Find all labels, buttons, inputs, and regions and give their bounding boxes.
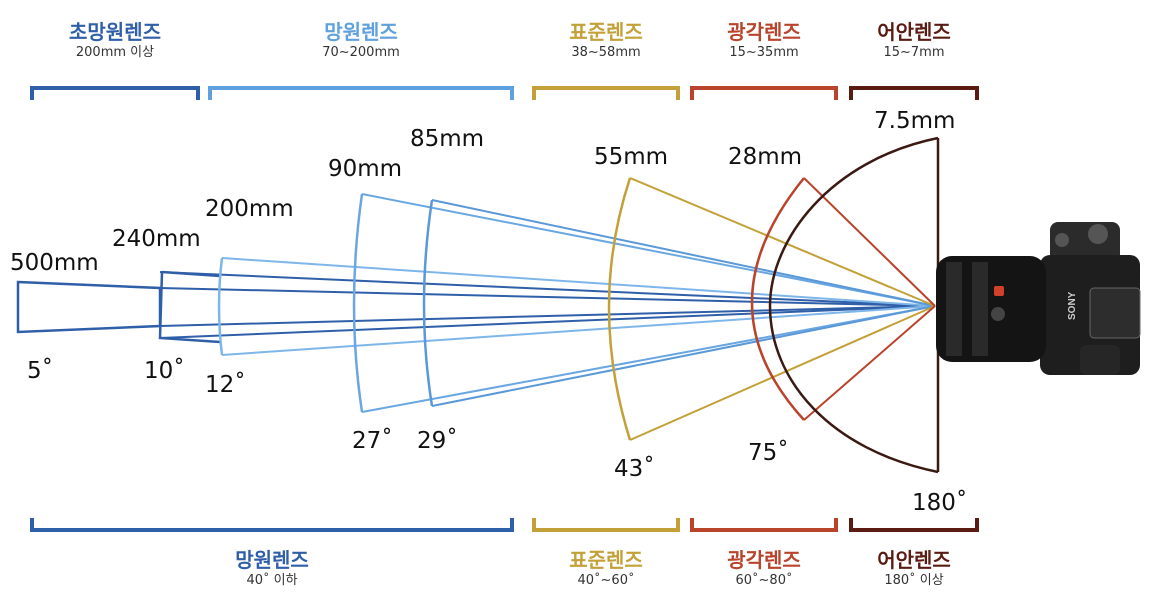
group-range: 60˚~80˚ — [735, 573, 793, 588]
focal-label-7-5mm: 7.5mm — [874, 108, 956, 134]
angle-label-10: 10˚ — [144, 358, 185, 384]
fov-28mm — [750, 177, 936, 421]
top-bracket-standard — [532, 86, 680, 100]
bottom-group-fisheye: 어안렌즈 180˚ 이상 — [849, 548, 979, 590]
group-name: 어안렌즈 — [877, 548, 951, 572]
group-range: 40˚ 이하 — [246, 573, 298, 588]
group-range: 180˚ 이상 — [884, 573, 944, 588]
focal-label-500mm: 500mm — [10, 250, 99, 276]
fov-90mm — [352, 193, 936, 413]
top-bracket-fisheye — [849, 86, 979, 100]
fov-200mm — [217, 257, 936, 356]
angle-label-12: 12˚ — [205, 372, 246, 398]
top-group-wide: 광각렌즈 15~35mm — [690, 20, 838, 62]
group-range: 38~58mm — [571, 45, 641, 60]
top-bracket-super-telephoto — [30, 86, 200, 100]
angle-label-75: 75˚ — [748, 440, 789, 466]
group-name: 초망원렌즈 — [69, 20, 161, 44]
fov-85mm — [422, 199, 936, 407]
angle-label-180: 180˚ — [912, 490, 968, 516]
group-name: 광각렌즈 — [727, 548, 801, 572]
group-range: 200mm 이상 — [75, 45, 155, 60]
camera-illustration: SONY — [936, 222, 1141, 375]
bottom-bracket-telephoto — [30, 518, 514, 532]
bottom-group-telephoto: 망원렌즈 40˚ 이하 — [30, 548, 514, 590]
bottom-group-wide: 광각렌즈 60˚~80˚ — [690, 548, 838, 590]
group-range: 15~35mm — [729, 45, 799, 60]
focal-label-90mm: 90mm — [328, 156, 403, 182]
bottom-bracket-standard — [532, 518, 680, 532]
top-group-standard: 표준렌즈 38~58mm — [532, 20, 680, 62]
bottom-group-standard: 표준렌즈 40˚~60˚ — [532, 548, 680, 590]
group-range: 70~200mm — [322, 45, 400, 60]
group-name: 광각렌즈 — [727, 20, 801, 44]
fov-55mm — [607, 177, 936, 441]
top-bracket-wide — [690, 86, 838, 100]
angle-label-27: 27˚ — [352, 428, 393, 454]
angle-label-5: 5˚ — [27, 358, 54, 384]
angle-label-29: 29˚ — [417, 428, 458, 454]
top-group-super-telephoto: 초망원렌즈 200mm 이상 — [30, 20, 200, 62]
group-name: 표준렌즈 — [569, 548, 643, 572]
top-group-telephoto: 망원렌즈 70~200mm — [208, 20, 514, 62]
group-range: 15~7mm — [883, 45, 945, 60]
camera-brand: SONY — [1067, 291, 1078, 320]
group-name: 표준렌즈 — [569, 20, 643, 44]
group-name: 망원렌즈 — [235, 548, 309, 572]
top-bracket-telephoto — [208, 86, 514, 100]
bottom-bracket-fisheye — [849, 518, 979, 532]
focal-label-200mm: 200mm — [205, 196, 294, 222]
angle-label-43: 43˚ — [614, 456, 655, 482]
focal-label-85mm: 85mm — [410, 126, 485, 152]
focal-label-28mm: 28mm — [728, 144, 803, 170]
focal-label-55mm: 55mm — [594, 144, 669, 170]
group-name: 어안렌즈 — [877, 20, 951, 44]
fov-240mm — [158, 270, 936, 344]
group-range: 40˚~60˚ — [577, 573, 635, 588]
group-name: 망원렌즈 — [324, 20, 398, 44]
top-group-fisheye: 어안렌즈 15~7mm — [849, 20, 979, 62]
bottom-bracket-wide — [690, 518, 838, 532]
focal-label-240mm: 240mm — [112, 226, 201, 252]
